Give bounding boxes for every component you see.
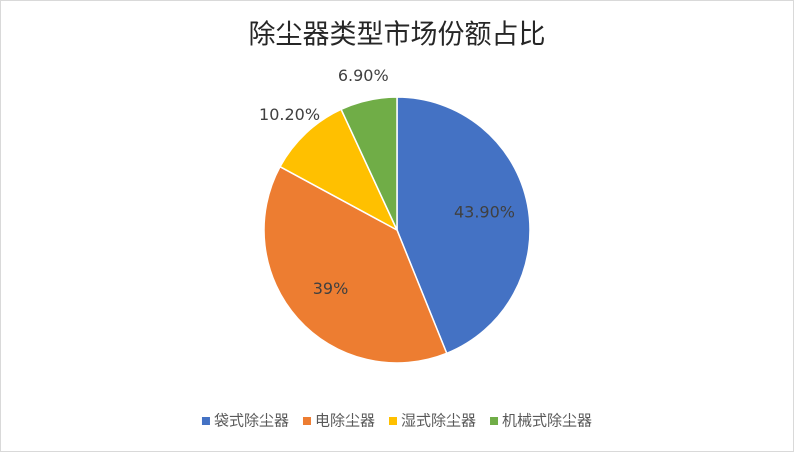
pie-slice	[279, 108, 399, 232]
data-label: 43.90%	[454, 203, 515, 222]
legend-label: 湿式除尘器	[401, 412, 476, 430]
legend-label: 机械式除尘器	[502, 412, 592, 430]
legend-label: 袋式除尘器	[214, 412, 289, 430]
data-label: 10.20%	[259, 105, 320, 124]
legend-swatch	[389, 417, 397, 425]
pie-slice	[396, 96, 531, 355]
data-label: 6.90%	[338, 66, 389, 85]
chart-title: 除尘器类型市场份额占比	[249, 20, 546, 51]
legend-swatch	[201, 417, 210, 425]
data-label: 39%	[313, 279, 349, 298]
pie-slice	[263, 165, 448, 364]
pie-slice	[340, 96, 398, 231]
legend-label: 电除尘器	[315, 412, 375, 430]
legend-swatch	[302, 417, 311, 425]
legend-swatch	[490, 417, 499, 425]
legend: 袋式除尘器 电除尘器 湿式除尘器 机械式除尘器	[201, 412, 592, 430]
